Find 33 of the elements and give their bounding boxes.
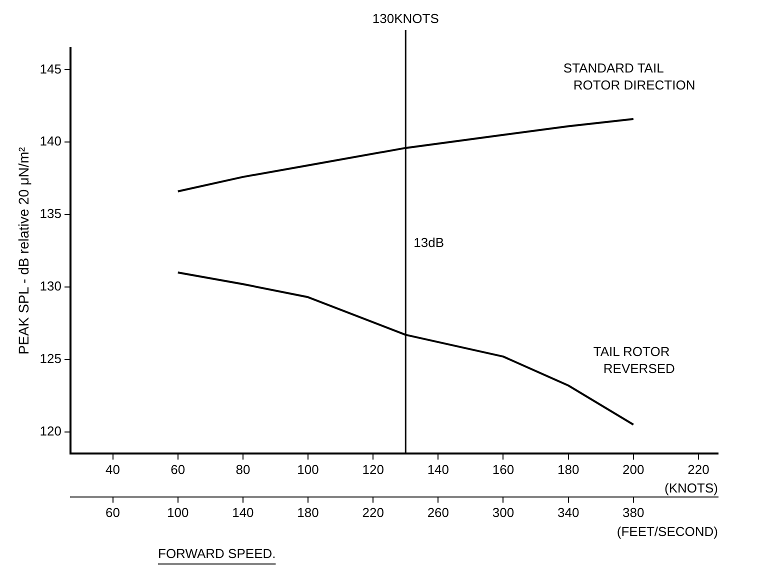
ref-line-label: 130KNOTS bbox=[372, 11, 440, 26]
annotation: 13dB bbox=[414, 235, 444, 250]
x2-axis-title: (FEET/SECOND) bbox=[616, 524, 718, 539]
y-tick-label: 140 bbox=[40, 134, 62, 149]
x2-tick-label: 300 bbox=[492, 505, 514, 520]
x-tick-label: 60 bbox=[170, 462, 186, 477]
x2-tick-label: 380 bbox=[622, 505, 644, 520]
text: FORWARD SPEED. bbox=[158, 546, 276, 562]
x2-tick-label: 220 bbox=[362, 505, 384, 520]
y-tick-label: 130 bbox=[40, 278, 62, 294]
x-tick-label: 180 bbox=[557, 462, 580, 477]
x-tick-label: 40 bbox=[106, 462, 120, 477]
x-tick-label: 80 bbox=[236, 462, 250, 477]
x2-tick-label: 100 bbox=[167, 505, 189, 520]
y-tick-label: 135 bbox=[40, 206, 62, 222]
x-tick-label: 220 bbox=[688, 462, 710, 477]
x-tick-label: 100 bbox=[297, 462, 319, 477]
x2-tick-label: 140 bbox=[232, 505, 254, 520]
x-tick-label: 200 bbox=[622, 462, 644, 477]
x-tick-label: 160 bbox=[492, 462, 514, 477]
x2-tick-label: 180 bbox=[297, 505, 319, 520]
y-tick-label: 145 bbox=[40, 61, 62, 76]
x-tick-label: 140 bbox=[427, 462, 450, 477]
x2-tick-label: 340 bbox=[557, 505, 580, 520]
x-axis-title: (KNOTS) bbox=[664, 480, 718, 496]
x-tick-label: 120 bbox=[362, 462, 384, 477]
y-tick-label: 125 bbox=[40, 351, 62, 366]
series-label: TAIL ROTOR REVERSED bbox=[593, 344, 675, 376]
y-tick-label: 120 bbox=[40, 423, 62, 438]
x2-tick-label: 260 bbox=[427, 505, 450, 520]
text: STANDARD TAIL ROTOR DIRECTION bbox=[563, 60, 696, 93]
y-axis-title: PEAK SPL - dB relative 20 μN/m² bbox=[15, 146, 32, 355]
x2-tick-label: 60 bbox=[106, 505, 120, 520]
